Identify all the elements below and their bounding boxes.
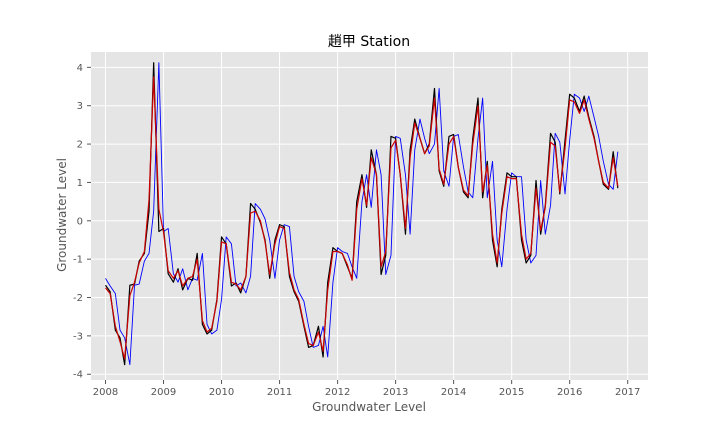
y-tick-label: -1 xyxy=(73,255,83,266)
x-axis-label: Groundwater Level xyxy=(312,400,426,414)
y-tick-label: -3 xyxy=(73,331,83,342)
series-line-red xyxy=(105,76,619,360)
grid-lines xyxy=(91,52,648,380)
y-tick-label: -4 xyxy=(73,370,83,381)
x-axis-ticks: 2008 2009 2010 2011 2012 2013 2014 2015 2016 2017 xyxy=(93,380,640,398)
y-tick-label: 3 xyxy=(77,101,83,112)
x-tick-label: 2014 xyxy=(441,387,466,398)
x-tick-label: 2010 xyxy=(209,387,234,398)
x-tick-label: 2012 xyxy=(325,387,350,398)
x-tick-label: 2013 xyxy=(383,387,408,398)
x-tick-label: 2017 xyxy=(615,387,640,398)
y-tick-label: 4 xyxy=(77,63,83,74)
x-tick-label: 2009 xyxy=(151,387,176,398)
y-tick-label: 1 xyxy=(77,178,83,189)
series-layer xyxy=(105,62,619,366)
y-axis-ticks: -4 -3 -2 -1 0 1 2 3 4 xyxy=(73,63,91,381)
y-tick-label: 0 xyxy=(77,216,83,227)
y-axis-label: Groundwater Level xyxy=(55,158,69,272)
series-line-blue xyxy=(105,62,619,366)
x-tick-label: 2016 xyxy=(557,387,582,398)
y-tick-label: 2 xyxy=(77,140,83,151)
chart-title: 趙甲 Station xyxy=(328,34,410,50)
x-tick-label: 2011 xyxy=(267,387,292,398)
x-tick-label: 2015 xyxy=(499,387,524,398)
plot-area xyxy=(91,52,648,380)
y-tick-label: -2 xyxy=(73,293,83,304)
x-tick-label: 2008 xyxy=(93,387,118,398)
